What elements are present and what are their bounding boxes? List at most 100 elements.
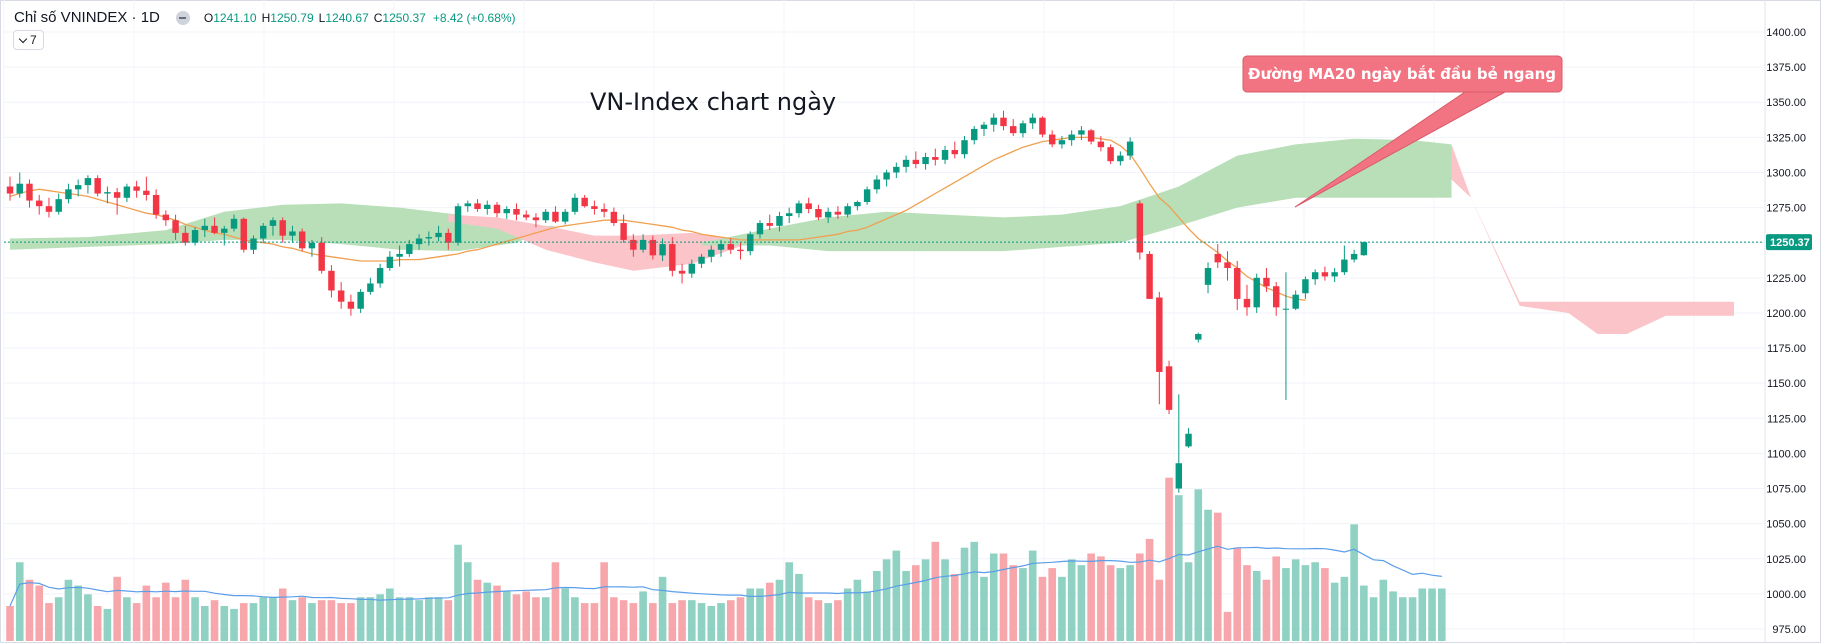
candle <box>172 214 179 240</box>
volume-bar <box>259 597 268 641</box>
candle <box>1311 269 1319 285</box>
volume-bar <box>454 544 462 641</box>
volume-bar <box>415 600 423 641</box>
volume-bar <box>308 603 316 641</box>
candle <box>1165 360 1173 415</box>
chart-grid <box>3 0 1764 643</box>
candle <box>649 235 657 260</box>
y-tick-label: 1100.00 <box>1767 448 1806 460</box>
candle <box>902 155 910 173</box>
candle-body <box>260 225 267 239</box>
y-tick-label: 1350.00 <box>1766 97 1806 109</box>
candle <box>318 237 325 274</box>
volume-bar <box>1311 562 1319 641</box>
symbol-title[interactable]: Chỉ số VNINDEX · 1D <box>14 9 160 26</box>
candle <box>1292 290 1299 311</box>
candle <box>1010 119 1017 136</box>
volume-bar <box>1077 565 1086 641</box>
candle <box>854 200 861 211</box>
candle <box>1097 135 1105 152</box>
y-tick-label: 975.00 <box>1772 624 1806 636</box>
candle <box>727 238 734 254</box>
candle <box>1107 144 1114 165</box>
candle <box>308 239 316 257</box>
candle-body <box>415 238 423 245</box>
volume-bar <box>1243 565 1251 641</box>
low-value: 1240.67 <box>325 10 369 25</box>
volume-bar <box>726 600 735 641</box>
volume-bar <box>181 579 190 641</box>
volume-bar <box>512 594 521 641</box>
volume-bar <box>688 600 696 641</box>
volume-bar <box>1301 565 1310 641</box>
volume-bar <box>113 576 121 641</box>
candle <box>717 239 725 257</box>
candle <box>1195 332 1202 343</box>
y-tick-label: 1300.00 <box>1766 167 1806 179</box>
candle-body <box>425 237 433 239</box>
volume-bar <box>64 579 73 641</box>
volume-bar <box>1340 576 1349 641</box>
volume-bar <box>249 603 258 641</box>
candle <box>523 210 530 221</box>
candle <box>367 277 374 295</box>
candle <box>279 217 286 243</box>
volume-bar <box>551 562 560 641</box>
candle <box>532 213 540 228</box>
candle-body <box>873 179 881 190</box>
candle-body <box>785 213 793 217</box>
y-tick-label: 1050.00 <box>1766 519 1806 531</box>
volume-bars <box>6 477 1446 641</box>
volume-bar <box>610 597 618 641</box>
volume-bar <box>863 591 871 641</box>
candle-body <box>94 178 101 194</box>
y-tick-label: 1000.00 <box>1766 589 1806 601</box>
close-label: C <box>373 10 383 25</box>
volume-bar <box>1399 597 1407 641</box>
candle-body <box>1311 272 1319 280</box>
indicator-count: 7 <box>30 33 37 47</box>
candle <box>1224 251 1231 281</box>
volume-bar <box>45 603 53 641</box>
volume-bar <box>619 600 628 641</box>
candle-body <box>45 206 53 212</box>
candle <box>815 204 822 221</box>
candle <box>698 253 705 268</box>
hide-legend-icon[interactable] <box>175 10 190 25</box>
candle-body <box>454 206 462 243</box>
volume-bar <box>1038 576 1047 641</box>
callout-box <box>1242 55 1563 93</box>
indicators-toggle-button[interactable]: 7 <box>13 30 44 50</box>
volume-bar <box>278 588 287 641</box>
volume-bar <box>1155 579 1164 641</box>
candle-body <box>289 231 296 236</box>
candle <box>415 234 423 250</box>
volume-bar <box>1097 556 1105 641</box>
candle <box>45 197 53 218</box>
volume-bar <box>775 579 784 641</box>
candle <box>776 211 783 232</box>
candle-body <box>1097 141 1105 148</box>
volume-bar <box>1360 585 1368 641</box>
y-tick-label: 1200.00 <box>1766 308 1806 320</box>
candle <box>1341 245 1348 276</box>
volume-bar <box>960 547 969 641</box>
volume-bar <box>814 600 823 641</box>
candle <box>328 265 335 298</box>
candle-body <box>279 220 286 236</box>
candle-body <box>834 211 842 215</box>
candle-body <box>36 200 43 207</box>
candle <box>1058 135 1066 149</box>
candle-body <box>1185 433 1192 447</box>
candle-body <box>854 201 861 207</box>
last-price-badge <box>1766 234 1812 251</box>
volume-bar <box>1106 565 1115 641</box>
candle-body <box>308 242 316 249</box>
candle <box>834 206 842 219</box>
volume-bar <box>483 582 492 641</box>
volume-bar <box>473 579 482 641</box>
volume-bar <box>386 588 394 641</box>
candle-body <box>571 197 579 212</box>
candle-body <box>591 206 598 209</box>
